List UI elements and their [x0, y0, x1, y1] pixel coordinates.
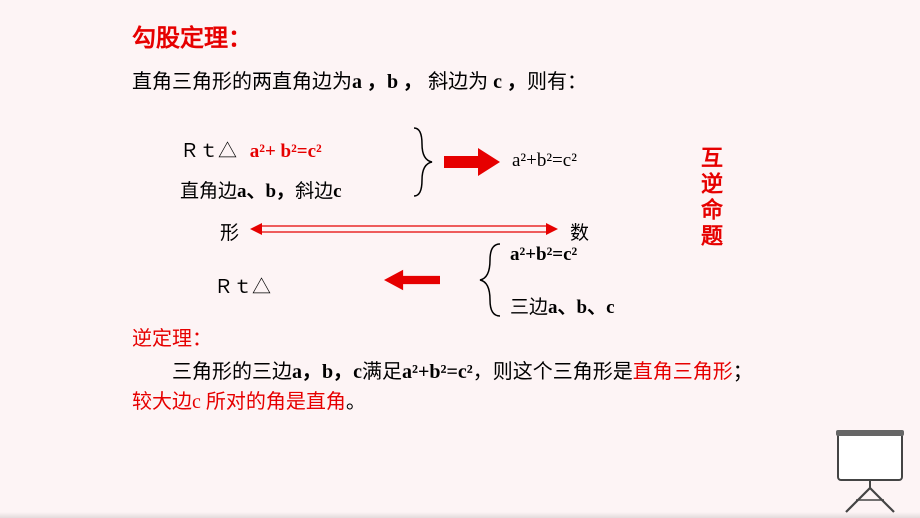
- theorem-statement: 直角三角形的两直角边为a ，b ， 斜边为 c ，则有：: [132, 65, 772, 94]
- diagram-area: Ｒｔ△ a²+ b²=c² 直角边a、b，斜边c a²+b²=c² 形 数 Ｒｔ…: [132, 132, 792, 372]
- number-label: 数: [570, 218, 589, 245]
- shape-label: 形: [220, 218, 239, 245]
- whiteboard-icon: [824, 426, 916, 514]
- text: 直角三角形的两直角边为: [132, 71, 352, 93]
- var-ab: a ，b ，: [352, 71, 423, 93]
- brace-close-icon: [410, 126, 438, 198]
- var-c: c ，: [493, 71, 527, 93]
- equation-red: a²+ b²=c²: [250, 141, 322, 162]
- text: 斜边为: [423, 71, 493, 93]
- arrow-right-icon: [444, 148, 500, 176]
- legs-hypotenuse-label: 直角边a、b，斜边c: [180, 176, 342, 203]
- rt-triangle-label-2: Ｒｔ△: [214, 272, 271, 299]
- equation-bold: a²+b²=c²: [510, 244, 577, 266]
- result-equation: a²+b²=c²: [512, 150, 577, 172]
- slide-content: 勾股定理： 直角三角形的两直角边为a ，b ， 斜边为 c ，则有： Ｒｔ△ a…: [132, 18, 772, 417]
- theorem-title: 勾股定理：: [132, 18, 772, 53]
- double-arrow-icon: [248, 218, 560, 240]
- reciprocal-proposition-label: 互逆命题: [694, 146, 726, 250]
- brace-open-icon: [476, 242, 504, 318]
- bottom-shadow: [0, 512, 920, 518]
- rt-triangle-label: Ｒｔ△ a²+ b²=c²: [180, 136, 322, 163]
- three-sides-label: 三边a、b、c: [510, 292, 615, 319]
- arrow-left-icon: [384, 266, 440, 294]
- text: 则有：: [527, 71, 587, 93]
